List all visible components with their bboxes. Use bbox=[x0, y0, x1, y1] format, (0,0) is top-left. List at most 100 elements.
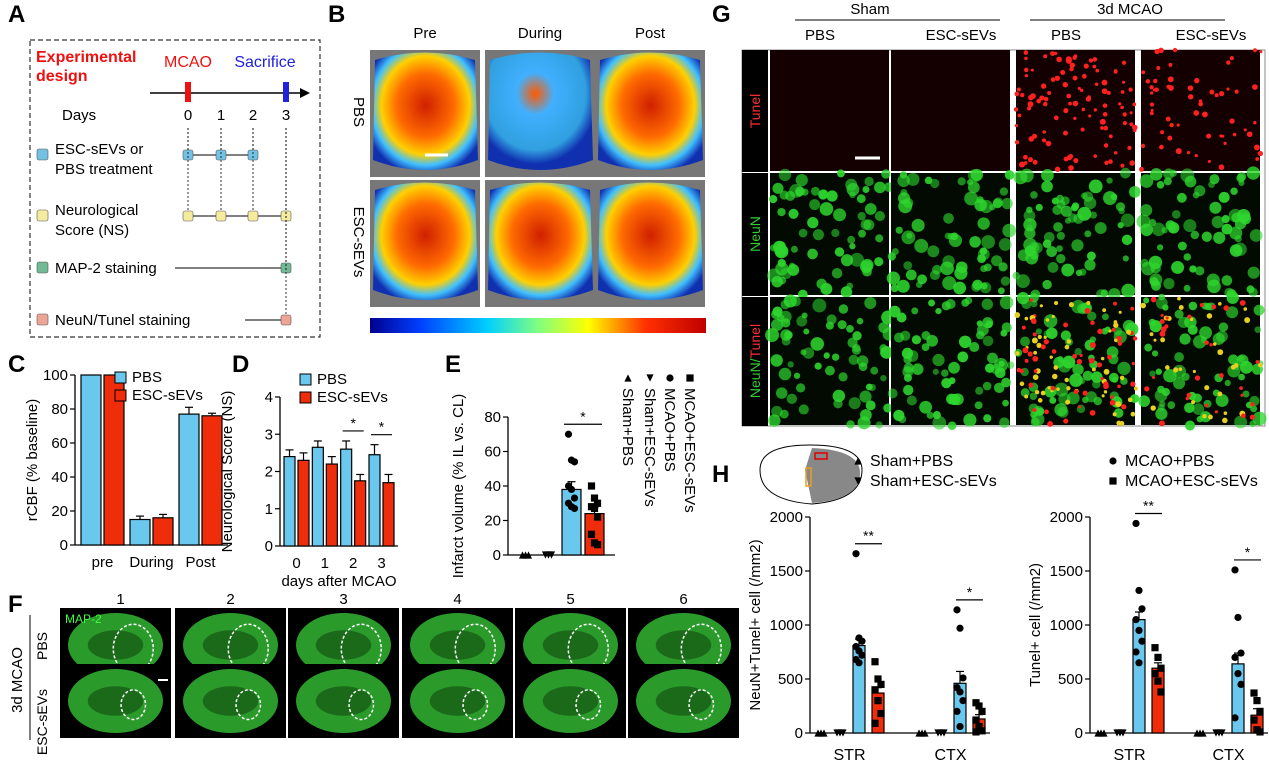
neun-cell bbox=[819, 202, 834, 216]
tunel-cell bbox=[1149, 111, 1154, 116]
neun-cell bbox=[771, 309, 781, 320]
data-point bbox=[871, 686, 879, 694]
tunel-cell bbox=[1050, 51, 1055, 56]
day-label: 1 bbox=[217, 107, 225, 124]
neun-cell bbox=[883, 403, 893, 413]
tunel-cell bbox=[1041, 96, 1045, 100]
tunel-cell bbox=[1156, 65, 1161, 70]
bar bbox=[297, 459, 310, 547]
tunel-cell bbox=[1100, 377, 1104, 381]
neun-cell bbox=[771, 318, 784, 331]
tunel-cell bbox=[1178, 305, 1184, 310]
neun-cell bbox=[1002, 399, 1009, 407]
tunel-cell bbox=[1065, 56, 1072, 63]
row-label: PBS bbox=[350, 97, 367, 127]
neun-cell bbox=[848, 354, 859, 365]
data-point bbox=[1218, 729, 1226, 737]
tunel-cell bbox=[1249, 414, 1255, 420]
neun-cell bbox=[1236, 173, 1245, 183]
neun-cell bbox=[1042, 279, 1052, 290]
tunel-cell bbox=[1122, 80, 1126, 84]
neun-cell bbox=[1047, 262, 1059, 273]
tunel-cell bbox=[1212, 342, 1217, 346]
tunel-cell bbox=[1065, 399, 1071, 405]
data-point bbox=[972, 728, 980, 736]
neun-cell bbox=[772, 182, 784, 194]
neun-cell bbox=[796, 315, 808, 327]
tunel-cell bbox=[1194, 153, 1198, 158]
neun-cell bbox=[838, 372, 848, 382]
neun-cell bbox=[1082, 396, 1089, 404]
neun-cell bbox=[1238, 373, 1245, 381]
tunel-cell bbox=[1100, 356, 1105, 361]
neun-cell bbox=[943, 213, 954, 224]
days-label: Days bbox=[62, 107, 96, 124]
neun-cell bbox=[1155, 368, 1162, 375]
tunel-cell bbox=[1217, 349, 1224, 356]
tunel-cell bbox=[1088, 357, 1095, 364]
neun-cell bbox=[788, 208, 799, 219]
row-label-tunel: Tunel bbox=[747, 94, 763, 129]
column-label: 4 bbox=[453, 591, 461, 608]
tunel-cell bbox=[1132, 336, 1138, 341]
data-point bbox=[1256, 728, 1264, 736]
neun-cell bbox=[1057, 356, 1064, 363]
y-tick-label: 1500 bbox=[1050, 563, 1083, 580]
legend-swatch bbox=[114, 371, 127, 384]
infarct-outline bbox=[688, 689, 715, 721]
neun-cell bbox=[1078, 377, 1086, 385]
panel-letter-C: C bbox=[8, 351, 25, 378]
bar bbox=[152, 517, 174, 546]
infarct-outline bbox=[348, 689, 375, 721]
neun-cell bbox=[969, 342, 980, 353]
tunel-cell bbox=[1121, 404, 1127, 410]
neun-cell bbox=[1165, 220, 1176, 231]
neun-cell bbox=[912, 363, 924, 375]
data-point bbox=[547, 551, 556, 559]
sacrifice-label: Sacrifice bbox=[234, 54, 295, 71]
neun-cell bbox=[1054, 403, 1068, 417]
neun-cell bbox=[980, 265, 988, 273]
row-label: Neurological bbox=[55, 202, 138, 219]
tunel-cell bbox=[1054, 166, 1061, 172]
row-color-key bbox=[36, 209, 49, 222]
neun-cell bbox=[963, 413, 977, 427]
data-point bbox=[978, 727, 986, 735]
neun-cell bbox=[1101, 313, 1109, 321]
tunel-cell bbox=[1101, 394, 1105, 398]
tunel-cell bbox=[1022, 347, 1029, 354]
neun-cell bbox=[1006, 361, 1015, 369]
infarct-outline bbox=[454, 623, 496, 674]
neun-cell bbox=[1060, 330, 1071, 341]
tunel-cell bbox=[1013, 107, 1019, 112]
y-tick-label: 2000 bbox=[1050, 509, 1083, 526]
tunel-cell bbox=[1043, 335, 1047, 339]
neun-cell bbox=[911, 307, 919, 315]
neun-cell bbox=[1213, 231, 1226, 244]
tunel-cell bbox=[1153, 78, 1158, 84]
neun-cell bbox=[847, 337, 858, 348]
neun-cell bbox=[820, 283, 833, 295]
tunel-cell bbox=[1102, 308, 1107, 313]
tunel-cell bbox=[1032, 332, 1037, 337]
bar bbox=[354, 480, 367, 547]
neun-cell bbox=[810, 186, 820, 196]
data-point bbox=[1138, 605, 1146, 613]
y-tick-label: 40 bbox=[484, 478, 501, 495]
neun-cell bbox=[1188, 301, 1198, 311]
neun-cell bbox=[1183, 284, 1191, 292]
data-point bbox=[570, 504, 579, 513]
neun-cell bbox=[1053, 222, 1063, 232]
tunel-cell bbox=[1168, 85, 1174, 91]
tunel-cell bbox=[1050, 77, 1056, 82]
tunel-cell bbox=[1187, 314, 1192, 319]
y-tick-label: 40 bbox=[51, 469, 68, 486]
neun-cell bbox=[1169, 169, 1177, 177]
y-axis-label: Tunel+ cell (/mm2) bbox=[1027, 563, 1044, 687]
neun-cell bbox=[1096, 289, 1107, 300]
neun-cell bbox=[1174, 352, 1184, 362]
infarct-outline bbox=[680, 623, 722, 674]
tunel-cell bbox=[1023, 161, 1028, 165]
neun-cell bbox=[1167, 401, 1176, 410]
tunel-cell bbox=[1063, 108, 1069, 114]
